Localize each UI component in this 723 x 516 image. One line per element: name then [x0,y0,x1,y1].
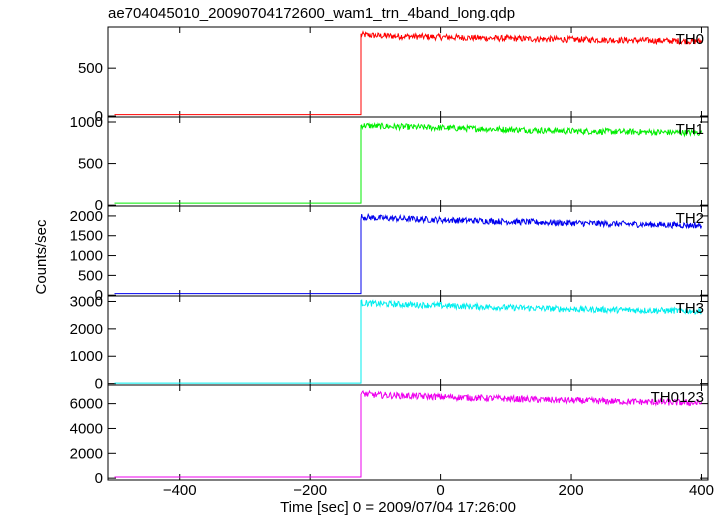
y-tick-label: 1000 [70,348,103,365]
panel-frame [107,26,709,118]
y-tick-label: 1500 [70,228,103,245]
series-line [114,121,702,204]
y-tick-label: 500 [78,267,103,284]
series-label: TH3 [676,300,704,317]
series-label: TH2 [676,210,704,227]
series-line [114,389,702,478]
x-tick-label: 200 [559,482,584,499]
y-tick-label: 0 [95,108,103,125]
series-line [114,30,702,116]
y-tick-label: 2000 [70,208,103,225]
y-tick-label: 0 [95,376,103,393]
series-line [114,212,702,295]
panel-frame [107,384,709,481]
y-tick-label: 3000 [70,293,103,310]
x-axis-label: Time [sec] 0 = 2009/07/04 17:26:00 [280,499,516,516]
y-tick-label: 1000 [70,114,103,131]
y-tick-label: 6000 [70,396,103,413]
x-tick-label: −200 [293,482,327,499]
y-tick-label: 2000 [70,445,103,462]
y-tick-label: 4000 [70,420,103,437]
y-tick-label: 0 [95,470,103,487]
panel-frame [107,295,709,386]
series-label: TH1 [676,121,704,138]
series-label: TH0 [676,31,704,48]
x-tick-label: 0 [436,482,444,499]
series-line [114,299,702,384]
y-tick-label: 2000 [70,321,103,338]
chart-title: ae704045010_20090704172600_wam1_trn_4ban… [108,5,515,22]
y-tick-label: 0 [95,287,103,304]
y-tick-label: 0 [95,197,103,214]
y-tick-label: 1000 [70,248,103,265]
x-tick-label: −400 [163,482,197,499]
x-tick-label: 400 [689,482,714,499]
y-axis-label: Counts/sec [33,219,50,295]
y-tick-label: 500 [78,60,103,77]
series-label: TH0123 [651,389,704,406]
y-tick-label: 500 [78,156,103,173]
